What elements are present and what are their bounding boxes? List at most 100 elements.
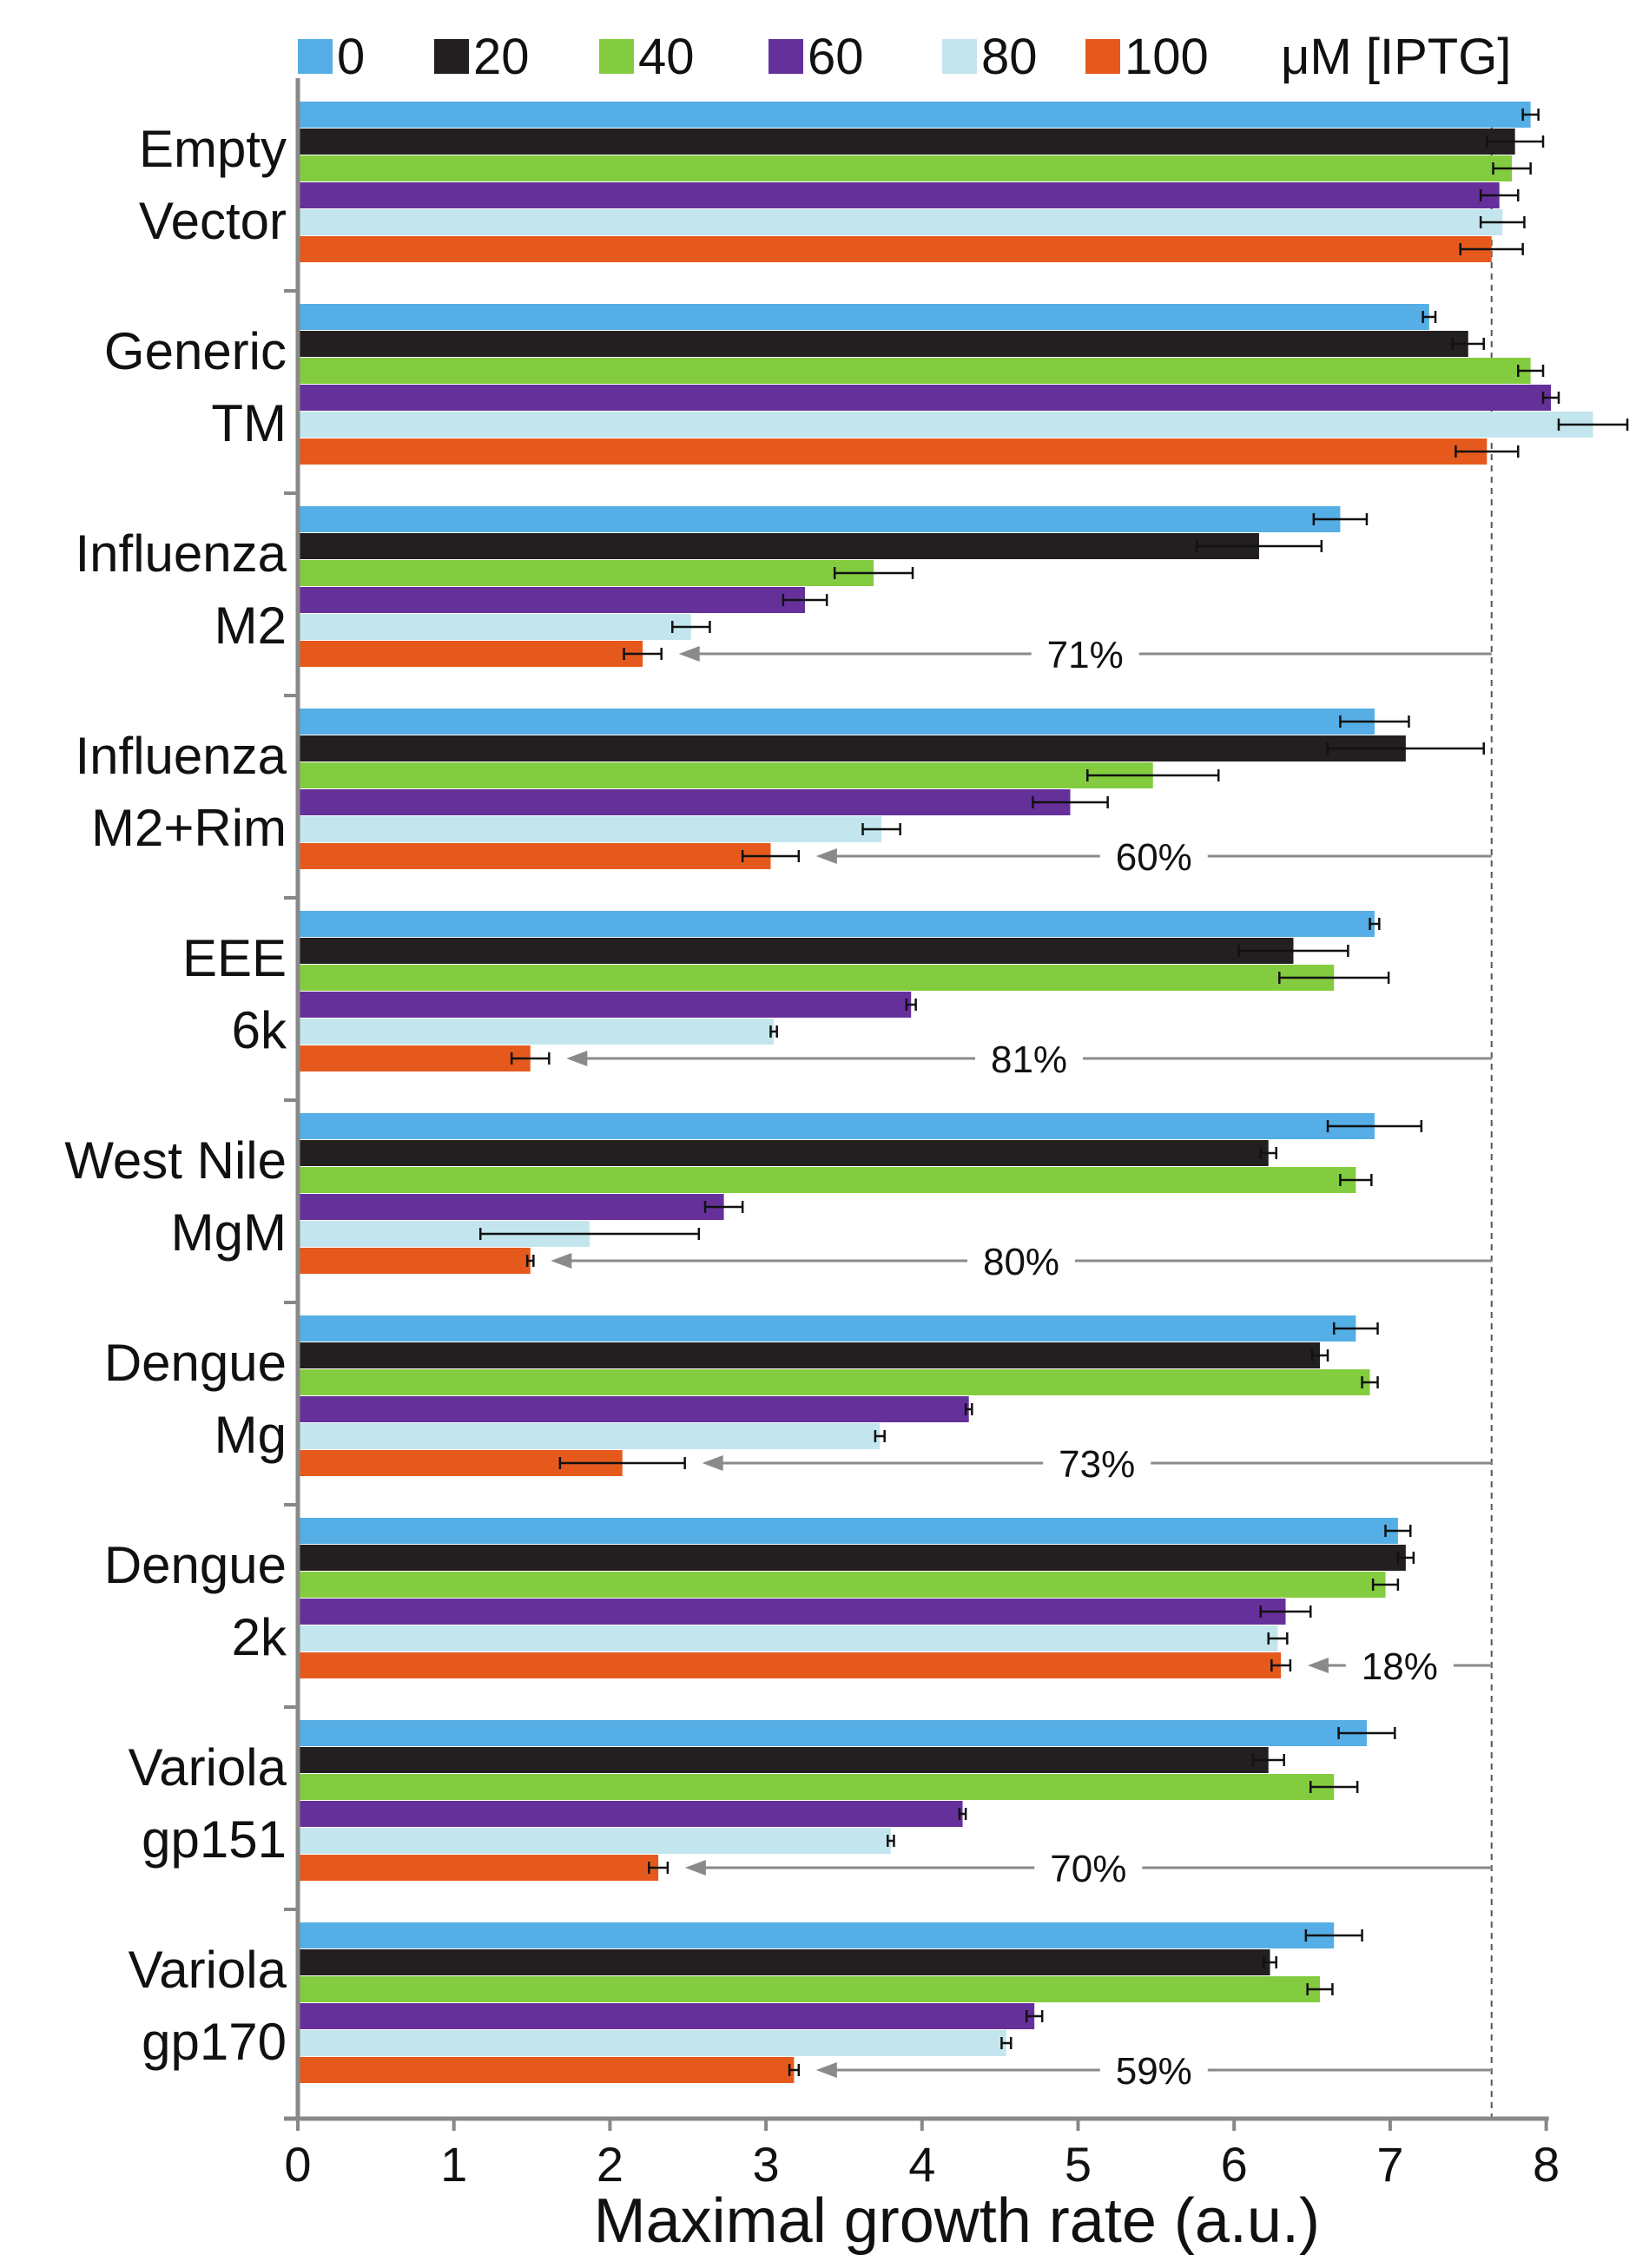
legend-swatch-80	[942, 39, 977, 74]
bar-60uM	[298, 1194, 724, 1220]
bar-20uM	[298, 735, 1406, 761]
category-label-line2: Mg	[214, 1406, 287, 1464]
category-label-line1: Variola	[129, 1738, 287, 1797]
bar-100uM	[298, 1248, 531, 1274]
legend-unit: μM [IPTG]	[1281, 29, 1511, 85]
bar-0uM	[298, 911, 1375, 937]
legend: 0 20 40 60 80 100 μM [IPTG]	[298, 29, 1511, 85]
category-label-line1: Influenza	[75, 727, 287, 785]
bar-40uM	[298, 1167, 1356, 1193]
bar-0uM	[298, 709, 1375, 735]
reduction-label: 60%	[1116, 836, 1192, 879]
x-axis-ticks: 0 1 2 3 4 5 6 7 8	[284, 2119, 1560, 2192]
category-label-line2: M2	[214, 597, 287, 655]
bar-80uM	[298, 1019, 775, 1045]
bars	[298, 102, 1593, 2083]
error-bars	[478, 109, 1629, 2076]
reduction-label: 18%	[1362, 1645, 1438, 1688]
reduction-arrowhead	[684, 1860, 706, 1876]
category-label-line2: TM	[211, 394, 287, 452]
reduction-label: 70%	[1050, 1848, 1126, 1890]
bar-40uM	[298, 358, 1531, 384]
x-tick-label: 6	[1221, 2137, 1248, 2192]
category-label-line1: Variola	[129, 1941, 287, 1999]
bar-20uM	[298, 129, 1515, 155]
x-tick-label: 8	[1533, 2137, 1560, 2192]
legend-swatch-0	[298, 39, 333, 74]
bar-40uM	[298, 965, 1335, 991]
legend-swatch-100	[1085, 39, 1120, 74]
category-label-line2: gp170	[142, 2013, 287, 2071]
reduction-arrowhead	[551, 1253, 572, 1269]
bar-100uM	[298, 1652, 1282, 1678]
category-label-line1: Dengue	[104, 1334, 287, 1392]
category-label-line1: Generic	[104, 322, 287, 380]
x-tick-label: 1	[440, 2137, 467, 2192]
bar-60uM	[298, 2003, 1035, 2029]
bar-20uM	[298, 1949, 1270, 1975]
bar-60uM	[298, 1801, 963, 1827]
bar-40uM	[298, 762, 1153, 788]
reduction-label: 80%	[983, 1241, 1059, 1283]
legend-swatch-20	[434, 39, 469, 74]
bar-20uM	[298, 331, 1468, 357]
bar-80uM	[298, 412, 1593, 438]
category-label-line2: gp151	[142, 1810, 287, 1869]
bar-20uM	[298, 1747, 1269, 1773]
bar-20uM	[298, 1545, 1406, 1571]
category-label-line1: West Nile	[64, 1131, 287, 1190]
bar-60uM	[298, 789, 1071, 815]
legend-label-80: 80	[981, 29, 1038, 85]
bar-0uM	[298, 102, 1531, 128]
reduction-arrowhead	[566, 1051, 588, 1066]
category-label-line1: Influenza	[75, 524, 287, 583]
x-tick-label: 5	[1065, 2137, 1092, 2192]
bar-20uM	[298, 1342, 1321, 1368]
legend-label-20: 20	[473, 29, 530, 85]
reduction-annotations: 71% 60% 81% 80% 73% 18% 70% 59%	[551, 634, 1492, 2093]
bar-40uM	[298, 155, 1513, 181]
legend-swatch-40	[599, 39, 634, 74]
bar-100uM	[298, 236, 1492, 262]
reduction-label: 81%	[991, 1038, 1067, 1081]
bar-0uM	[298, 1922, 1335, 1948]
bar-60uM	[298, 992, 912, 1018]
bar-0uM	[298, 1518, 1398, 1544]
bar-80uM	[298, 1625, 1278, 1652]
legend-label-40: 40	[638, 29, 695, 85]
category-label-line2: M2+Rim	[91, 799, 287, 857]
bar-60uM	[298, 1599, 1286, 1625]
bar-40uM	[298, 560, 874, 586]
x-axis-title: Maximal growth rate (a.u.)	[594, 2186, 1320, 2256]
category-label-line2: Vector	[139, 192, 287, 250]
reduction-arrowhead	[1307, 1658, 1329, 1673]
bar-80uM	[298, 2030, 1006, 2056]
bar-80uM	[298, 209, 1503, 235]
bar-0uM	[298, 506, 1341, 532]
bar-100uM	[298, 438, 1488, 465]
category-label-line1: EEE	[182, 929, 287, 987]
reduction-label: 71%	[1047, 634, 1124, 676]
bar-40uM	[298, 1976, 1321, 2002]
bar-40uM	[298, 1572, 1386, 1598]
bar-100uM	[298, 1855, 659, 1881]
bar-60uM	[298, 182, 1500, 208]
bar-80uM	[298, 1828, 891, 1854]
legend-swatch-60	[769, 39, 803, 74]
bar-20uM	[298, 938, 1294, 964]
reduction-label: 59%	[1116, 2050, 1192, 2093]
bar-100uM	[298, 1045, 531, 1071]
bar-40uM	[298, 1369, 1370, 1395]
category-labels: Empty Vector Generic TM Influenza M2 Influenza…	[64, 120, 298, 2071]
reduction-label: 73%	[1059, 1443, 1135, 1486]
reduction-arrowhead	[702, 1455, 723, 1471]
bar-80uM	[298, 816, 882, 842]
x-tick-label: 0	[284, 2137, 311, 2192]
x-tick-label: 2	[597, 2137, 623, 2192]
bar-60uM	[298, 1396, 969, 1422]
bar-0uM	[298, 1720, 1367, 1746]
bar-0uM	[298, 1315, 1356, 1342]
bar-100uM	[298, 641, 643, 667]
legend-label-0: 0	[337, 29, 365, 85]
